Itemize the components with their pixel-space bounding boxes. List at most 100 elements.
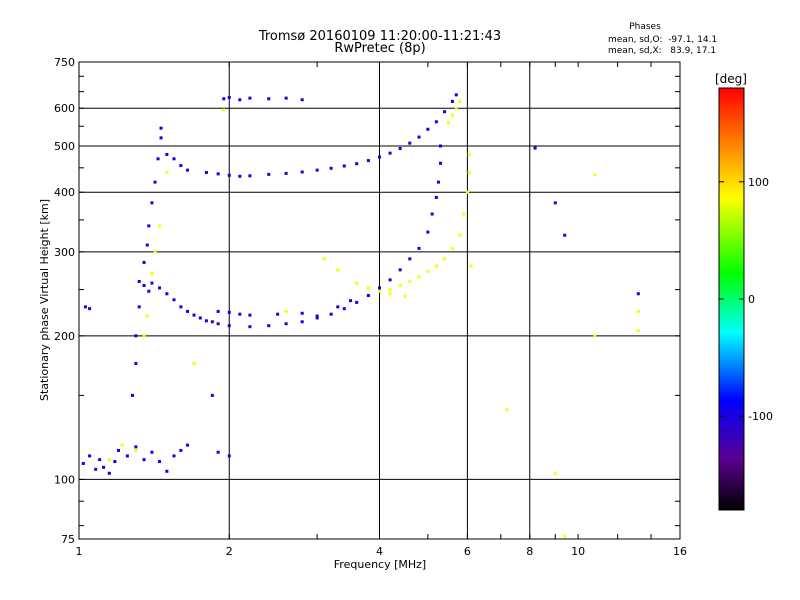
data-point-x — [408, 279, 412, 283]
data-point-o — [342, 307, 346, 311]
y-tick-label: 100 — [54, 473, 75, 486]
data-point-o — [179, 305, 183, 309]
data-point-x — [593, 173, 597, 177]
data-point-o — [355, 300, 359, 304]
data-point-x — [145, 314, 149, 318]
data-point-o — [159, 136, 163, 140]
data-point-x — [467, 152, 471, 156]
data-point-x — [403, 294, 407, 298]
data-point-o — [216, 309, 220, 313]
data-point-o — [439, 144, 443, 148]
data-point-o — [172, 298, 176, 302]
data-point-o — [147, 224, 151, 228]
data-point-x — [462, 212, 466, 216]
data-point-x — [467, 170, 471, 174]
x-tick-label: 2 — [226, 545, 233, 558]
data-point-o — [436, 180, 440, 184]
colorbar-label: [deg] — [715, 72, 747, 86]
data-point-x — [426, 269, 430, 273]
data-point-o — [267, 97, 271, 101]
data-point-o — [186, 309, 190, 313]
data-point-o — [83, 305, 87, 309]
data-point-o — [434, 195, 438, 199]
data-point-x — [142, 334, 146, 338]
data-point-o — [142, 283, 146, 287]
data-point-o — [553, 201, 557, 205]
data-point-x — [158, 224, 162, 228]
data-point-o — [134, 361, 138, 365]
x-tick-label: 8 — [526, 545, 533, 558]
data-point-x — [153, 250, 157, 254]
data-point-o — [179, 164, 183, 168]
data-point-o — [172, 157, 176, 161]
colorbar-ticks: 100 0 -100 — [719, 176, 773, 423]
data-point-o — [267, 324, 271, 328]
data-point-o — [210, 393, 214, 397]
data-point-o — [284, 322, 288, 326]
x-tick-label: 16 — [673, 545, 687, 558]
data-point-o — [216, 322, 220, 326]
data-point-o — [216, 450, 220, 454]
data-point-o — [430, 212, 434, 216]
colorbar-tick-label: -100 — [748, 410, 773, 423]
data-point-o — [165, 152, 169, 156]
data-point-o — [443, 110, 447, 114]
data-point-o — [398, 268, 402, 272]
data-point-o — [137, 279, 141, 283]
data-point-o — [192, 313, 196, 317]
data-point-o — [238, 98, 242, 102]
data-point-x — [450, 113, 454, 117]
data-point-o — [434, 120, 438, 124]
data-point-x — [454, 106, 458, 110]
x-tick-label: 6 — [464, 545, 471, 558]
data-point-o — [142, 260, 146, 264]
data-point-o — [426, 127, 430, 131]
y-tick-label: 75 — [61, 533, 75, 546]
data-point-o — [388, 278, 392, 282]
y-tick-label: 750 — [54, 56, 75, 69]
data-point-o — [186, 443, 190, 447]
y-axis-label: Stationary phase Virtual Height [km] — [38, 199, 51, 401]
data-point-o — [147, 289, 151, 293]
data-point-o — [388, 151, 392, 155]
data-point-o — [117, 448, 121, 452]
data-point-o — [227, 95, 231, 99]
y-tick-labels: 75 100 200 300 400 500 600 750 — [54, 56, 75, 546]
data-points — [81, 93, 640, 538]
data-point-o — [267, 172, 271, 176]
data-point-o — [227, 173, 231, 177]
data-point-o — [315, 314, 319, 318]
data-point-o — [137, 305, 141, 309]
data-point-o — [222, 97, 226, 101]
data-point-o — [165, 292, 169, 296]
data-point-x — [434, 264, 438, 268]
data-point-o — [533, 146, 537, 150]
data-point-o — [158, 460, 162, 464]
data-point-o — [636, 292, 640, 296]
data-point-o — [107, 471, 111, 475]
data-point-x — [458, 99, 462, 103]
data-point-x — [378, 289, 381, 293]
data-point-o — [336, 305, 340, 309]
data-point-o — [426, 230, 430, 234]
data-point-o — [378, 155, 381, 159]
colorbar-tick-label: 0 — [748, 293, 755, 306]
data-point-o — [88, 307, 92, 311]
data-point-o — [238, 174, 242, 178]
data-point-x — [336, 268, 340, 272]
data-point-x — [165, 170, 169, 174]
data-point-x — [192, 361, 196, 365]
data-point-o — [248, 174, 252, 178]
data-point-o — [204, 319, 208, 323]
phases-o-stats: mean, sd,O: -97.1, 14.1 — [608, 35, 717, 45]
data-point-o — [156, 157, 160, 161]
data-point-o — [248, 96, 252, 100]
data-point-o — [131, 393, 135, 397]
y-tick-label: 400 — [54, 186, 75, 199]
phases-x-stats: mean, sd,X: 83.9, 17.1 — [608, 46, 716, 56]
data-point-o — [145, 243, 149, 247]
data-point-o — [216, 172, 220, 176]
chart-subtitle: RwPretec (8p) — [334, 41, 425, 56]
data-point-o — [150, 450, 154, 454]
